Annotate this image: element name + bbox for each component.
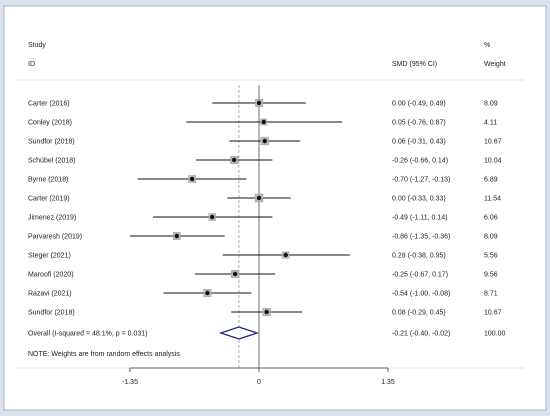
point-estimate xyxy=(256,195,262,201)
study-label: Sundfor (2018) xyxy=(28,310,75,317)
weight-text: 9.56 xyxy=(484,272,498,279)
overall-weight-text: 100.00 xyxy=(484,331,506,338)
study-row: Jimenez (2019) -0.49 (-1.11, 0.14) 6.06 xyxy=(28,213,498,222)
weight-text: 10.67 xyxy=(484,139,502,146)
study-row: Razavi (2021) -0.54 (-1.00, -0.08) 8.71 xyxy=(28,289,498,298)
ci-text: 0.08 (-0.29, 0.45) xyxy=(392,310,446,317)
overall-label: Overall (I-squared = 48.1%, p = 0.031) xyxy=(28,331,147,338)
ci-text: -0.54 (-1.00, -0.08) xyxy=(392,291,450,298)
point-estimate xyxy=(174,233,180,239)
study-label: Carter (2019) xyxy=(28,196,70,203)
ci-text: -0.25 (-0.67, 0.17) xyxy=(392,272,448,279)
weight-text: 6.06 xyxy=(484,215,498,222)
study-row: Byrne (2018) -0.70 (-1.27, -0.13) 6.89 xyxy=(28,175,498,184)
note-text: NOTE: Weights are from random effects an… xyxy=(28,351,180,358)
study-row: Sundfor (2018) 0.08 (-0.29, 0.45) 10.67 xyxy=(28,307,502,317)
study-label: Steger (2021) xyxy=(28,253,71,260)
study-label: Carter (2016) xyxy=(28,101,70,108)
x-tick-label: 0 xyxy=(257,379,261,386)
study-label: Razavi (2021) xyxy=(28,291,72,298)
weight-text: 11.54 xyxy=(484,196,501,203)
point-estimate xyxy=(256,100,262,106)
point-estimate xyxy=(189,176,195,182)
weight-text: 10.67 xyxy=(484,310,502,317)
point-estimate xyxy=(209,214,215,220)
ci-text: 0.05 (-0.76, 0.87) xyxy=(392,120,446,127)
weight-text: 8.71 xyxy=(484,291,498,298)
study-label: Byrne (2018) xyxy=(28,177,68,184)
header-study: Study xyxy=(28,42,46,49)
ci-text: 0.06 (-0.31, 0.43) xyxy=(392,139,446,146)
header-weight: Weight xyxy=(484,61,506,68)
point-estimate xyxy=(261,119,266,125)
study-row: Schübel (2018) -0.26 (-0.66, 0.14) 10.04 xyxy=(28,155,502,165)
x-tick-label: -1.35 xyxy=(122,379,138,386)
weight-text: 6.89 xyxy=(484,177,498,184)
study-label: Schübel (2018) xyxy=(28,158,75,165)
ci-text: -0.26 (-0.66, 0.14) xyxy=(392,158,448,165)
study-rows: Carter (2016) 0.00 (-0.49, 0.49) 8.09 Conle… xyxy=(28,85,506,368)
study-label: Maroofi (2020) xyxy=(28,272,74,279)
point-estimate xyxy=(205,290,210,296)
weight-text: 10.04 xyxy=(484,158,502,165)
weight-text: 8.09 xyxy=(484,234,498,241)
ci-text: -0.49 (-1.11, 0.14) xyxy=(392,215,448,222)
study-row: Steger (2021) 0.28 (-0.38, 0.95) 5.56 xyxy=(28,251,498,260)
ci-text: 0.00 (-0.49, 0.49) xyxy=(392,101,446,108)
point-estimate xyxy=(231,157,237,163)
header-effect: SMD (95% CI) xyxy=(392,61,437,68)
header-id: ID xyxy=(28,61,35,68)
overall-ci-text: -0.21 (-0.40, -0.02) xyxy=(392,331,450,338)
x-tick-label: 1.35 xyxy=(381,379,395,386)
point-estimate xyxy=(264,309,269,315)
ci-text: -0.86 (-1.35, -0.36) xyxy=(392,234,450,241)
weight-text: 4.11 xyxy=(484,120,497,127)
study-label: Conley (2018) xyxy=(28,120,72,127)
overall-diamond xyxy=(218,326,260,340)
header-percent: % xyxy=(484,42,490,49)
study-row: Conley (2018) 0.05 (-0.76, 0.87) 4.11 xyxy=(28,118,497,127)
ci-text: 0.00 (-0.33, 0.33) xyxy=(392,196,446,203)
weight-text: 8.09 xyxy=(484,101,498,108)
point-estimate xyxy=(262,138,267,144)
x-axis-ticks: -1.35 0 1.35 xyxy=(122,368,395,386)
study-label: Jimenez (2019) xyxy=(28,215,76,222)
study-row: Maroofi (2020) -0.25 (-0.67, 0.17) 9.56 xyxy=(28,269,498,279)
ci-text: 0.28 (-0.38, 0.95) xyxy=(392,253,446,260)
ci-text: -0.70 (-1.27, -0.13) xyxy=(392,177,450,184)
overall-row: Overall (I-squared = 48.1%, p = 0.031) -0… xyxy=(28,326,506,340)
point-estimate xyxy=(232,271,238,277)
study-row: Carter (2019) 0.00 (-0.33, 0.33) 11.54 xyxy=(28,193,501,203)
study-label: Sundfor (2018) xyxy=(28,139,75,146)
point-estimate xyxy=(283,252,288,258)
study-row: Carter (2016) 0.00 (-0.49, 0.49) 8.09 xyxy=(28,99,498,108)
study-row: Parvaresh (2019) -0.86 (-1.35, -0.36) 8.09 xyxy=(28,232,498,241)
study-label: Parvaresh (2019) xyxy=(28,234,82,241)
weight-text: 5.56 xyxy=(484,253,498,260)
study-row: Sundfor (2018) 0.06 (-0.31, 0.43) 10.67 xyxy=(28,136,502,146)
plot-frame xyxy=(3,5,547,411)
